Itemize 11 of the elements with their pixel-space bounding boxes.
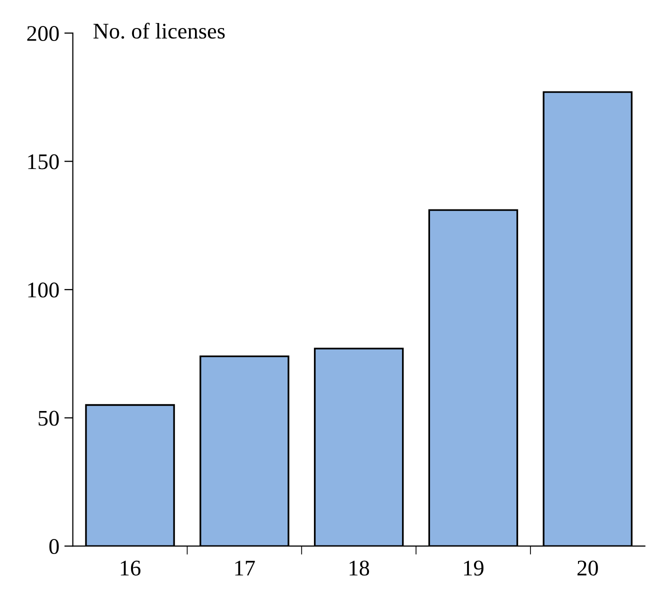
y-tick-label: 100	[28, 282, 59, 298]
x-tick-label: 16	[120, 560, 140, 576]
y-tick-label: 50	[38, 410, 59, 426]
x-tick-label: 19	[464, 560, 484, 576]
y-tick-label: 150	[28, 154, 59, 170]
x-tick-label: 17	[235, 560, 255, 576]
x-tick-label: 20	[578, 560, 598, 576]
y-tick-label: 0	[49, 539, 59, 554]
y-axis-title: No. of licenses	[93, 22, 225, 39]
y-tick-label: 200	[27, 26, 59, 42]
x-tick-label: 18	[350, 560, 370, 576]
